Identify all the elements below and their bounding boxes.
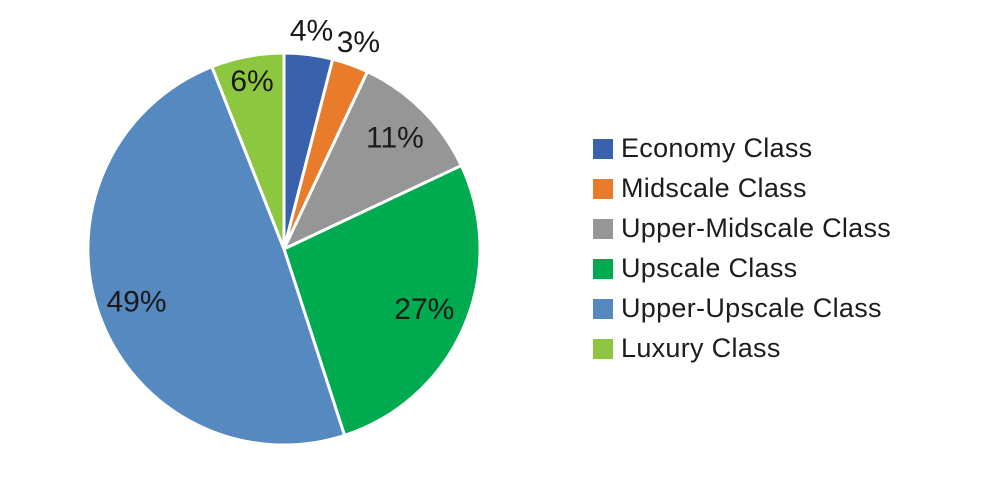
legend-item-luxury-class: Luxury Class	[593, 329, 891, 369]
legend-label-economy-class: Economy Class	[621, 132, 813, 163]
pie-slice-upscale-class	[282, 164, 482, 437]
legend-label-upscale-class: Upscale Class	[621, 252, 798, 283]
legend-swatch-upscale-class	[593, 259, 613, 279]
legend-swatch-upper-midscale-class	[593, 219, 613, 239]
pie-value-label-upscale-class: 27%	[394, 293, 454, 326]
pie-value-label-luxury-class: 6%	[230, 65, 273, 98]
pie-value-label-midscale-class: 3%	[337, 26, 380, 59]
pie-value-label-upper-midscale-class: 11%	[366, 122, 424, 155]
legend-label-upper-midscale-class: Upper-Midscale Class	[621, 212, 892, 243]
legend-item-upscale-class: Upscale Class	[593, 249, 891, 289]
legend-label-luxury-class: Luxury Class	[621, 332, 781, 363]
legend-swatch-economy-class	[593, 139, 613, 159]
pie-value-label-economy-class: 4%	[290, 15, 333, 48]
legend-item-economy-class: Economy Class	[593, 129, 891, 169]
pie-slice-upper-upscale-class	[86, 65, 347, 447]
legend-label-midscale-class: Midscale Class	[621, 172, 807, 203]
legend-label-upper-upscale-class: Upper-Upscale Class	[621, 292, 882, 323]
legend-item-upper-upscale-class: Upper-Upscale Class	[593, 289, 891, 329]
pie-slice-luxury-class	[210, 51, 286, 251]
pie-value-label-upper-upscale-class: 49%	[106, 286, 166, 319]
legend-item-upper-midscale-class: Upper-Midscale Class	[593, 209, 891, 249]
legend-swatch-upper-upscale-class	[593, 299, 613, 319]
legend-item-midscale-class: Midscale Class	[593, 169, 891, 209]
pie-slice-upper-midscale-class	[282, 70, 463, 251]
pie-chart-svg: 4% 3% 11% 27% 49% 6%	[86, 15, 482, 447]
legend-swatch-midscale-class	[593, 179, 613, 199]
chart-legend: Economy Class Midscale Class Upper-Midsc…	[593, 129, 891, 369]
legend-swatch-luxury-class	[593, 339, 613, 359]
